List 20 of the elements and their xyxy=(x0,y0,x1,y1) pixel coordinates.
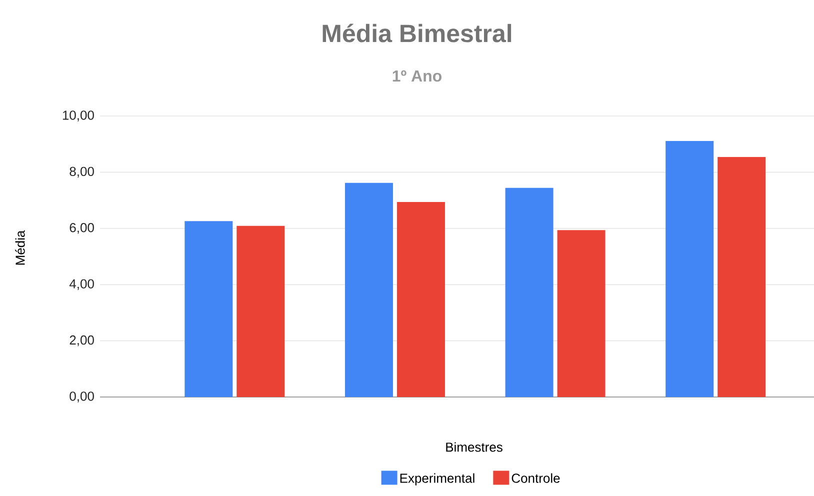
bar xyxy=(718,157,766,397)
legend-label: Controle xyxy=(512,473,560,483)
bar xyxy=(236,226,285,397)
y-tick-label: 4,00 xyxy=(69,279,94,290)
y-tick-label: 6,00 xyxy=(70,223,94,234)
x-axis-title: Bimestres xyxy=(446,442,502,452)
y-tick-label: 2,00 xyxy=(70,335,94,346)
y-tick-label: 10,00 xyxy=(62,110,94,122)
chart-subtitle: 1º Ano xyxy=(392,70,442,82)
legend-label: Experimental xyxy=(400,473,474,486)
bar xyxy=(666,141,714,397)
bar xyxy=(184,221,233,397)
bar xyxy=(344,182,393,397)
y-axis-title: Média xyxy=(15,230,25,265)
bar xyxy=(557,230,606,397)
bar xyxy=(396,202,445,397)
bar xyxy=(505,188,554,397)
y-tick-label: 8,00 xyxy=(70,166,94,178)
chart-title: Média Bimestral xyxy=(322,24,512,42)
y-tick-label: 0,00 xyxy=(70,392,94,402)
